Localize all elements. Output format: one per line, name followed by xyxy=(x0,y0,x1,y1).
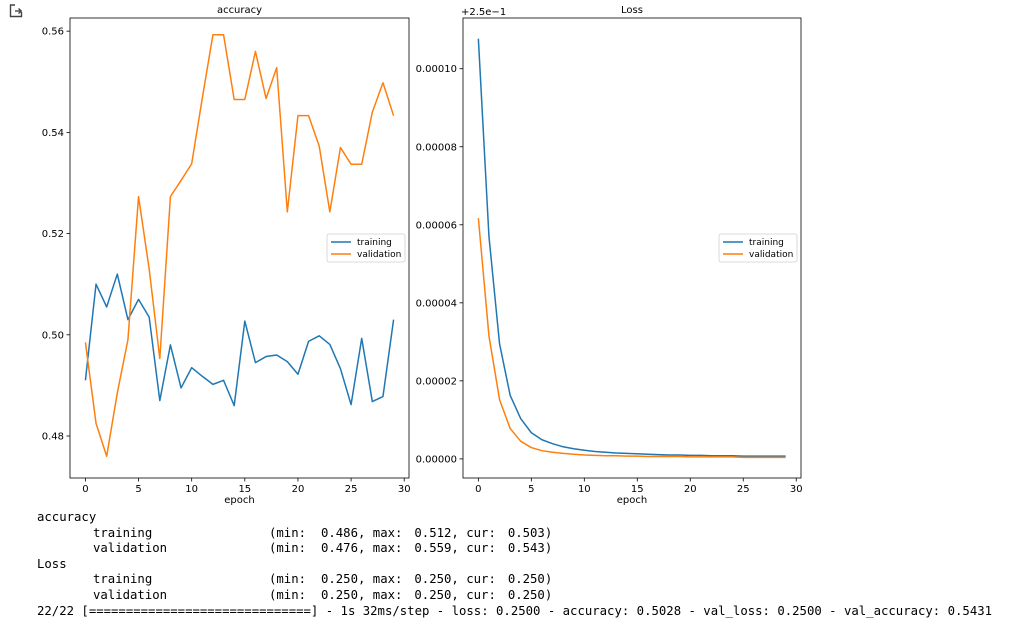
cur-value: 0.503 xyxy=(507,525,545,540)
min-label: (min: xyxy=(269,525,307,540)
min-value: 0.486 xyxy=(320,525,358,540)
metric-title-accuracy: accuracy xyxy=(37,510,97,524)
min-value: 0.476 xyxy=(320,541,358,556)
axis-offset-text: +2.5e−1 xyxy=(461,7,506,18)
min-value: 0.250 xyxy=(320,572,358,587)
max-label: , max: xyxy=(358,525,403,540)
x-tick-label: 10 xyxy=(578,484,591,495)
cur-value: 0.250 xyxy=(507,587,545,602)
x-tick-label: 20 xyxy=(684,484,697,495)
metric-row: training (min: 0.486, max: 0.512, cur: 0.503… xyxy=(37,526,992,542)
legend-label-training: training xyxy=(749,238,784,248)
x-tick-label: 25 xyxy=(345,484,358,495)
x-tick-label: 10 xyxy=(185,484,198,495)
x-tick-label: 30 xyxy=(398,484,411,495)
cur-label: , cur: xyxy=(451,541,496,556)
series-line-training xyxy=(477,38,786,457)
loss-chart: 0 5 10 15 20 25 30 0.00000 0.00002 0.00004 0.00006… xyxy=(416,5,803,506)
cur-label: , cur: xyxy=(451,587,496,602)
x-tick-label: 15 xyxy=(238,484,251,495)
x-axis-label: epoch xyxy=(224,495,254,506)
max-label: , max: xyxy=(358,541,403,556)
axes-frame xyxy=(69,17,410,479)
close-paren: ) xyxy=(544,587,553,602)
series-label: training xyxy=(93,525,153,540)
series-label: validation xyxy=(93,541,168,556)
x-tick-label: 25 xyxy=(737,484,750,495)
legend-label-validation: validation xyxy=(749,250,793,260)
y-tick-label: 0.00002 xyxy=(416,376,457,387)
x-axis-label: epoch xyxy=(617,495,647,506)
x-tick-label: 0 xyxy=(82,484,88,495)
series-line-training xyxy=(84,273,395,407)
min-label: (min: xyxy=(269,587,307,602)
y-tick-label: 0.50 xyxy=(42,330,64,341)
x-tick-label: 15 xyxy=(631,484,644,495)
series-line-validation xyxy=(84,33,395,457)
max-value: 0.559 xyxy=(414,541,452,556)
metric-row: validation (min: 0.476, max: 0.559, cur: 0.5… xyxy=(37,541,992,557)
metric-row: training (min: 0.250, max: 0.250, cur: 0.250… xyxy=(37,572,992,588)
y-tick-label: 0.00008 xyxy=(416,142,457,153)
cur-label: , cur: xyxy=(451,525,496,540)
y-tick-label: 0.52 xyxy=(42,229,64,240)
close-paren: ) xyxy=(544,572,553,587)
max-label: , max: xyxy=(358,572,403,587)
cur-label: , cur: xyxy=(451,572,496,587)
min-value: 0.250 xyxy=(320,587,358,602)
x-tick-label: 0 xyxy=(475,484,481,495)
min-label: (min: xyxy=(269,541,307,556)
legend-box xyxy=(718,233,798,263)
console-output: accuracy training (min: 0.486, max: 0.512, c… xyxy=(37,510,992,619)
y-tick-label: 0.00010 xyxy=(416,64,457,75)
metric-row: validation (min: 0.250, max: 0.250, cur: 0.2… xyxy=(37,588,992,604)
output-arrow-icon[interactable] xyxy=(8,3,24,19)
x-tick-label: 5 xyxy=(135,484,141,495)
chart-title: Loss xyxy=(621,5,643,16)
max-value: 0.250 xyxy=(414,572,452,587)
cur-value: 0.543 xyxy=(507,541,545,556)
series-label: validation xyxy=(93,587,168,602)
legend-box xyxy=(326,233,406,263)
max-value: 0.512 xyxy=(414,525,452,540)
legend-label-training: training xyxy=(357,238,392,248)
accuracy-chart: 0 5 10 15 20 25 30 0.48 0.50 0.52 0.54 0.56 accuracy… xyxy=(42,5,411,506)
y-tick-label: 0.00000 xyxy=(416,454,457,465)
series-label: training xyxy=(93,572,153,587)
x-tick-label: 20 xyxy=(292,484,305,495)
y-tick-label: 0.00004 xyxy=(416,298,457,309)
y-tick-label: 0.48 xyxy=(42,431,64,442)
max-value: 0.250 xyxy=(414,587,452,602)
metric-title-loss: Loss xyxy=(37,556,67,571)
progress-line: 22/22 [==============================] -… xyxy=(37,603,993,618)
chart-title: accuracy xyxy=(217,5,262,16)
x-tick-label: 30 xyxy=(790,484,803,495)
max-label: , max: xyxy=(358,587,403,602)
legend-label-validation: validation xyxy=(357,250,401,260)
y-tick-label: 0.56 xyxy=(42,27,64,38)
series-line-validation xyxy=(477,218,786,459)
close-paren: ) xyxy=(544,541,553,556)
charts-figure: 0 5 10 15 20 25 30 0.48 0.50 0.52 0.54 0.56 accuracy… xyxy=(42,5,803,506)
cur-value: 0.250 xyxy=(507,572,545,587)
min-label: (min: xyxy=(269,572,307,587)
close-paren: ) xyxy=(544,525,553,540)
axes-frame xyxy=(462,17,802,479)
y-tick-label: 0.00006 xyxy=(416,220,457,231)
x-tick-label: 5 xyxy=(528,484,534,495)
y-tick-label: 0.54 xyxy=(42,128,64,139)
